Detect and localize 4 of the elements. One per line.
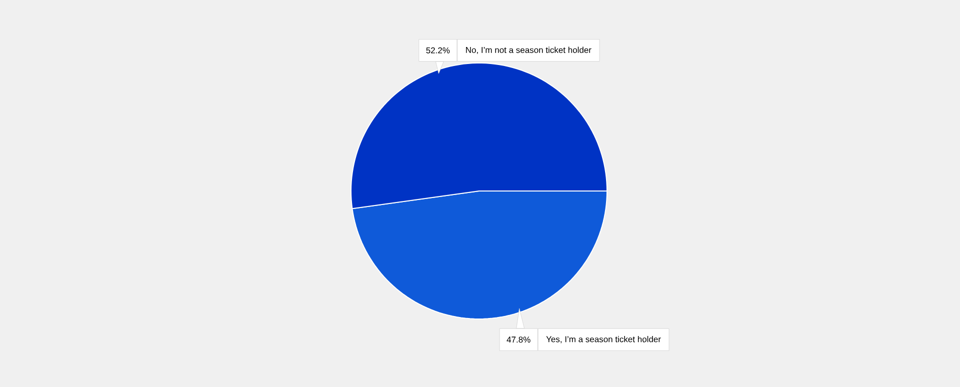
data-label: 47.8% bbox=[506, 336, 530, 343]
slice-label: No, I’m not a season ticket holder bbox=[466, 46, 592, 54]
data-label: 52.2% bbox=[426, 47, 450, 54]
slice-label: Yes, I’m a season ticket holder bbox=[546, 336, 661, 344]
